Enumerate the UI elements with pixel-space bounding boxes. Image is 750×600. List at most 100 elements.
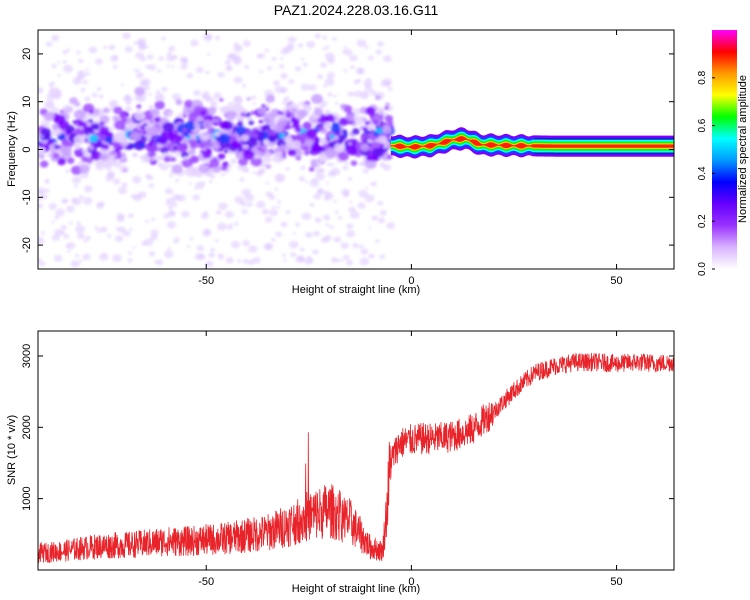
heatmap-cell [343,48,353,56]
heatmap-cell [358,162,363,166]
heatmap-cell [148,251,156,257]
heatmap-cell [252,171,256,174]
heatmap-cell [175,98,183,105]
heatmap-cell [140,125,145,130]
heatmap-cell [327,92,333,97]
heatmap-cell [224,210,235,219]
heatmap-cell [113,55,118,60]
heatmap-cell [363,79,373,87]
heatmap-cell [187,245,191,248]
heatmap-cell [200,110,206,116]
heatmap-cell [337,139,344,145]
heatmap-cell [265,181,270,185]
heatmap-cell [306,128,318,138]
heatmap-cell [243,167,249,173]
y-tick-label: 2000 [21,415,33,439]
heatmap-cell [269,209,279,217]
heatmap-cell [44,188,50,193]
heatmap-cell [213,92,222,100]
heatmap-cell [219,121,230,130]
heatmap-cell [44,111,55,121]
heatmap-cell [96,141,104,148]
heatmap-cell [112,141,121,149]
heatmap-cell [88,110,94,114]
heatmap-cell [240,112,246,117]
heatmap-cell [195,115,204,122]
heatmap-cell [311,178,317,183]
heatmap-cell [242,239,250,247]
heatmap-cell [146,54,154,60]
heatmap-cell [338,117,349,126]
y-tick-label: 1000 [21,486,33,510]
heatmap-cell [154,117,161,123]
heatmap-cell [184,121,197,132]
heatmap-cell [360,143,370,152]
heatmap-cell [65,125,75,133]
band-layer [390,136,674,150]
heatmap-cell [207,52,211,56]
heatmap-cell [267,66,273,71]
heatmap-cell [287,148,297,157]
heatmap-cell [72,77,82,85]
heatmap-cell [334,118,339,123]
heatmap-cell [357,202,366,210]
heatmap-cell [100,153,109,161]
heatmap-cell [300,83,310,91]
heatmap-cell [275,231,283,238]
heatmap-cell [347,141,353,146]
heatmap-cell [317,74,324,80]
heatmap-cell [325,45,330,50]
heatmap-cell [66,48,71,52]
heatmap-cell [112,64,118,69]
heatmap-cell [265,94,275,103]
heatmap-cell [265,164,272,170]
heatmap-cell [193,89,201,97]
colorbar-scale [712,30,737,269]
heatmap-cell [203,228,211,235]
heatmap-cell [246,202,253,208]
heatmap-cell [134,86,145,96]
heatmap-cell [305,231,313,239]
heatmap-cell [228,101,234,106]
heatmap-cell [338,151,349,161]
y-tick-label: 10 [21,96,33,108]
heatmap-cell [272,124,284,133]
snr-axes: -50 0 50 1000 2000 3000 [21,331,674,588]
heatmap-cell [346,145,358,156]
heatmap-cell [48,202,58,210]
heatmap-cell [386,222,395,230]
heatmap-cell [282,258,287,262]
heatmap-cell [197,141,207,149]
heatmap-cell [349,54,358,62]
heatmap-cell [224,110,236,121]
spectrogram-heatmap [38,32,674,268]
heatmap-cell [188,182,193,185]
heatmap-cell [154,100,165,110]
heatmap-cell [313,193,322,200]
heatmap-cell [203,132,208,137]
heatmap-cell [189,237,194,241]
heatmap-cell [73,109,86,120]
heatmap-cell [112,254,122,263]
heatmap-cell [192,194,201,201]
heatmap-cell [272,153,284,163]
heatmap-cell [342,129,348,134]
heatmap-cell [38,203,44,209]
heatmap-cell [167,247,172,251]
heatmap-cell [51,34,60,42]
heatmap-cell [255,200,266,209]
heatmap-cell [181,127,188,133]
heatmap-cell [113,106,123,115]
y-tick-label: -10 [21,189,33,205]
heatmap-cell [263,155,272,163]
heatmap-cell [217,153,226,160]
heatmap-cell [277,114,282,118]
spectrogram-x-axis-label: Height of straight line (km) [292,284,420,296]
heatmap-cell [241,83,247,88]
heatmap-cell [264,243,273,250]
heatmap-cell [113,178,121,185]
heatmap-cell [308,84,317,91]
heatmap-cell [195,181,205,190]
heatmap-cell [96,87,102,92]
snr-frame [37,330,675,571]
